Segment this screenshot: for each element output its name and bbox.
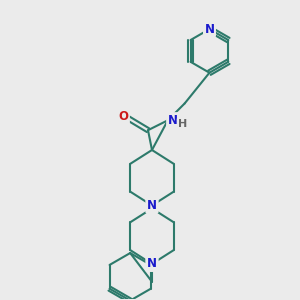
Text: O: O [118,110,128,123]
Text: N: N [147,257,157,270]
Text: H: H [178,119,187,129]
Text: N: N [147,199,157,212]
Text: N: N [147,199,157,212]
Text: N: N [204,22,214,36]
Text: N: N [168,114,178,127]
Text: O: O [118,110,128,123]
Text: N: N [204,22,214,36]
Text: N: N [147,257,157,270]
Text: H: H [178,119,187,129]
Text: N: N [168,114,178,127]
